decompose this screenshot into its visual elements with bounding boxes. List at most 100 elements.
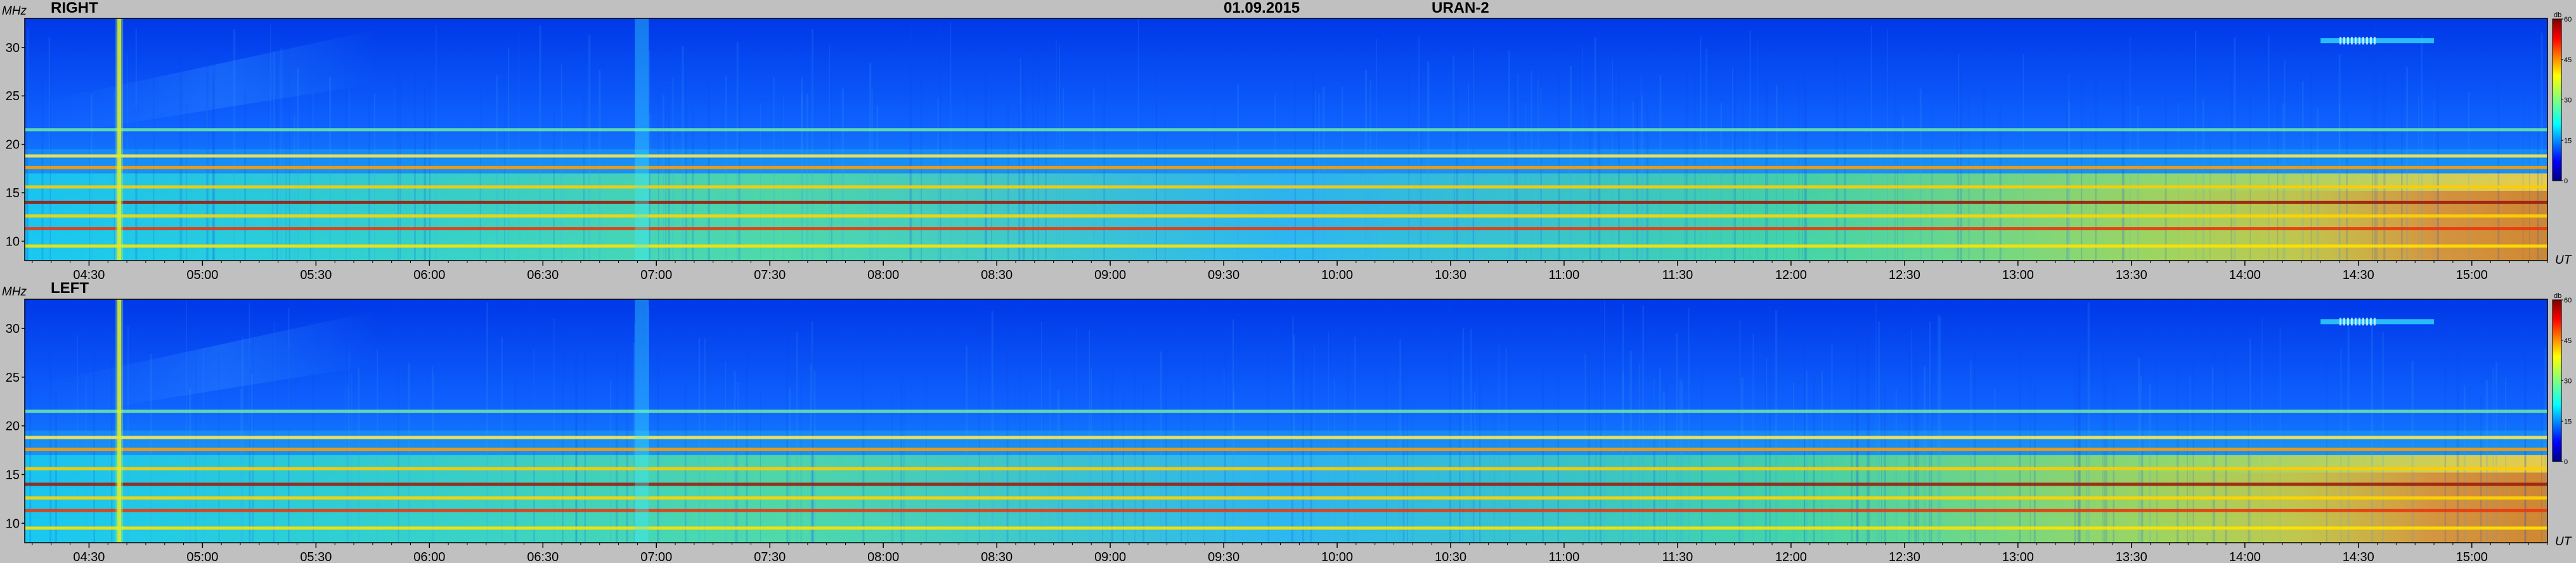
fine-structure-dot	[2346, 318, 2349, 326]
texture-streak	[1203, 307, 1205, 543]
texture-streak	[1018, 107, 1021, 261]
texture-streak	[2284, 60, 2286, 261]
fine-structure-dot	[2358, 37, 2360, 45]
texture-streak	[2485, 380, 2489, 543]
fine-structure-dot	[2366, 37, 2368, 45]
x-tick-label: 07:00	[640, 550, 672, 563]
texture-streak	[1456, 89, 1458, 261]
texture-streak	[698, 338, 701, 543]
texture-streak	[1688, 308, 1690, 543]
drifting-cutoff-feature	[25, 18, 808, 139]
texture-streak	[2301, 81, 2304, 261]
texture-streak	[26, 67, 28, 261]
texture-streak	[1813, 377, 1815, 543]
texture-streak	[414, 47, 416, 261]
colorbar-tick-label: 60	[2564, 16, 2572, 23]
texture-streak	[1681, 380, 1683, 543]
texture-streak	[2277, 82, 2279, 261]
x-tick-label: 04:30	[73, 550, 105, 563]
texture-streak	[312, 369, 314, 543]
texture-streak	[48, 36, 50, 261]
texture-streak	[2525, 360, 2527, 543]
rfi-line-12.6mhz	[25, 214, 2547, 218]
fine-structure-dot	[2373, 37, 2376, 45]
texture-streak	[1472, 363, 1475, 543]
texture-streak	[424, 89, 426, 261]
texture-streak	[1641, 95, 1643, 261]
texture-streak	[2537, 19, 2539, 261]
texture-streak	[233, 29, 236, 261]
texture-streak	[2192, 302, 2194, 543]
texture-streak	[398, 299, 399, 543]
texture-streak	[1542, 370, 1544, 543]
texture-streak	[1137, 18, 1139, 261]
texture-streak	[533, 307, 535, 543]
transition-zone	[25, 149, 2547, 174]
texture-streak	[1856, 316, 1858, 543]
texture-streak	[1470, 328, 1472, 543]
texture-streak	[1342, 86, 1343, 261]
texture-streak	[903, 366, 905, 543]
x-axis-unit-left: UT	[2555, 535, 2572, 548]
texture-streak	[1720, 102, 1722, 261]
texture-streak	[939, 25, 942, 261]
texture-streak	[2495, 361, 2497, 543]
texture-streak	[588, 35, 591, 261]
texture-streak	[297, 68, 299, 261]
x-tick-label: 07:30	[754, 268, 786, 282]
texture-streak	[1775, 85, 1778, 261]
texture-streak	[206, 108, 209, 261]
texture-streak	[2137, 105, 2139, 261]
panel-frame	[24, 299, 2548, 543]
texture-streak	[1224, 314, 1227, 543]
x-tick-label: 06:00	[413, 268, 445, 282]
texture-streak	[1540, 37, 1542, 261]
fine-structure-dot	[2369, 37, 2372, 45]
texture-streak	[1835, 55, 1838, 261]
texture-streak	[244, 90, 247, 261]
texture-streak	[1798, 26, 1800, 261]
x-tick-label: 08:30	[981, 268, 1013, 282]
texture-streak	[1134, 370, 1136, 543]
texture-streak	[1700, 36, 1702, 261]
texture-streak	[2068, 101, 2071, 261]
x-tick-label: 05:00	[186, 550, 218, 563]
texture-streak	[1604, 299, 1605, 543]
texture-streak	[1766, 84, 1768, 261]
texture-streak	[1894, 78, 1896, 261]
texture-streak	[1749, 30, 1751, 261]
rfi-line-18.8mhz	[25, 154, 2547, 158]
texture-streak	[704, 339, 706, 543]
texture-streak	[186, 103, 188, 261]
spectrogram-panel-right: 10 15 20 25 30 04:30 05:00 05:30 06:00 06:30 07:00…	[6, 11, 2572, 282]
y-axis-unit-left: MHz	[2, 285, 27, 299]
fine-structure-dot	[2343, 37, 2345, 45]
texture-streak	[1598, 56, 1601, 261]
texture-streak	[116, 32, 117, 261]
texture-streak	[1769, 299, 1771, 543]
texture-streak	[1983, 86, 1985, 261]
texture-streak	[1970, 361, 1972, 543]
texture-streak	[1006, 348, 1009, 543]
texture-streak	[358, 367, 360, 543]
texture-streak	[1642, 305, 1644, 543]
texture-streak	[811, 321, 813, 543]
texture-streak	[2438, 46, 2439, 261]
texture-streak	[1007, 104, 1009, 261]
texture-streak	[2140, 376, 2142, 543]
x-tick-label: 08:00	[867, 550, 899, 563]
y-axis-unit-right: MHz	[2, 4, 27, 18]
texture-streak	[2066, 109, 2068, 261]
texture-streak	[788, 388, 791, 543]
y-tick-label: 20	[6, 138, 20, 152]
x-tick-label: 11:00	[1549, 550, 1580, 563]
texture-streak	[1093, 88, 1095, 261]
texture-streak	[1453, 55, 1454, 261]
rfi-line-9.5mhz	[25, 244, 2547, 248]
texture-streak	[1473, 391, 1475, 543]
rfi-line-14mhz	[25, 200, 2547, 204]
x-tick-label: 10:30	[1435, 268, 1466, 282]
texture-streak	[249, 302, 250, 543]
texture-streak	[1408, 66, 1409, 261]
